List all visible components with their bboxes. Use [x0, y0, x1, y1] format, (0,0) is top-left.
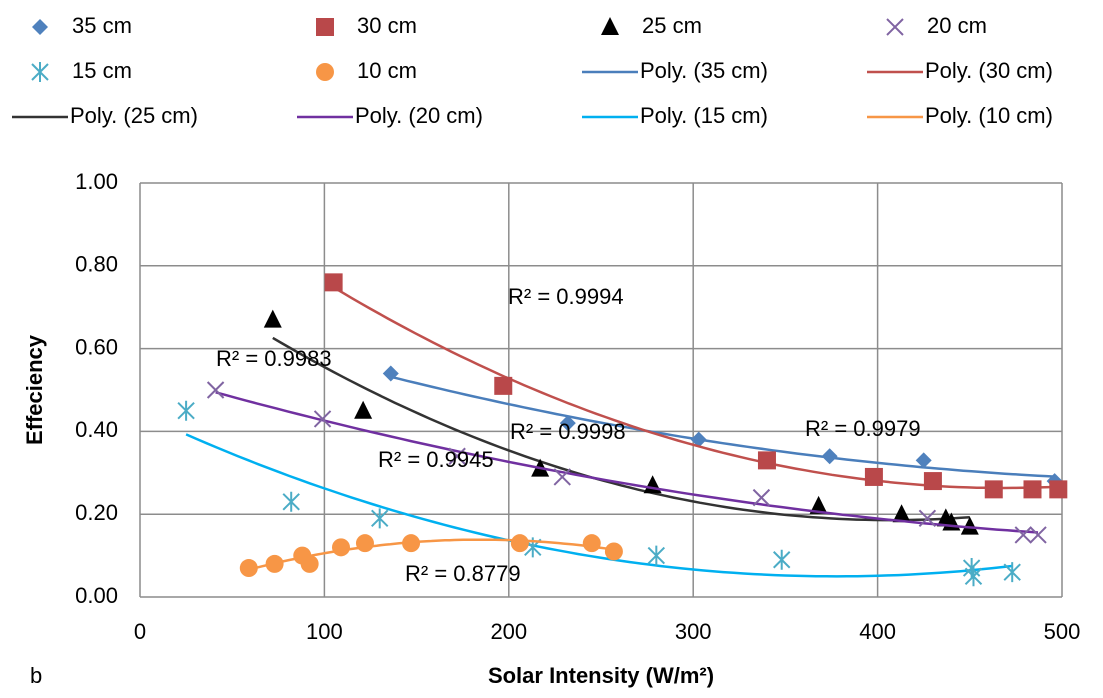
point	[324, 273, 343, 292]
point	[604, 542, 623, 561]
point	[313, 410, 332, 428]
point	[892, 504, 911, 523]
panel-label: b	[30, 663, 42, 688]
x-tick-label: 400	[859, 619, 896, 644]
legend-entry: 25 cm	[601, 13, 702, 38]
point	[886, 18, 904, 36]
point	[1003, 562, 1021, 583]
point	[923, 472, 942, 491]
legend-label: 25 cm	[642, 13, 702, 38]
point	[177, 400, 195, 421]
legend-entry: Poly. (10 cm)	[867, 103, 1053, 128]
x-tick-label: 500	[1044, 619, 1081, 644]
point	[915, 452, 932, 469]
legend-entry: 10 cm	[316, 58, 417, 83]
point	[510, 534, 529, 553]
point	[316, 18, 334, 36]
point	[582, 534, 601, 553]
legend-label: 35 cm	[72, 13, 132, 38]
legend-label: 15 cm	[72, 58, 132, 83]
legend-entry: 15 cm	[31, 58, 132, 83]
r2-annotation: R² = 0.9998	[510, 419, 626, 444]
point	[371, 508, 389, 529]
point	[809, 495, 828, 514]
y-tick-label: 1.00	[75, 169, 118, 194]
legend-label: 10 cm	[357, 58, 417, 83]
point	[864, 467, 883, 486]
x-tick-label: 300	[675, 619, 712, 644]
r2-annotation: R² = 0.9945	[378, 447, 494, 472]
point	[265, 554, 284, 573]
point	[601, 17, 619, 35]
legend-label: Poly. (35 cm)	[640, 58, 768, 83]
legend-label: Poly. (25 cm)	[70, 103, 198, 128]
point	[647, 545, 666, 566]
trendline	[185, 433, 1013, 578]
point	[821, 448, 838, 465]
y-axis-label: Effeciency	[22, 334, 47, 445]
x-tick-label: 0	[134, 619, 146, 644]
point	[1014, 526, 1032, 544]
point	[757, 451, 776, 470]
legend-entry: Poly. (25 cm)	[12, 103, 198, 128]
point	[559, 415, 576, 432]
point	[32, 19, 48, 35]
x-axis-label: Solar Intensity (W/m²)	[488, 663, 714, 688]
point	[354, 400, 373, 419]
point	[355, 534, 374, 553]
x-tick-label: 200	[490, 619, 527, 644]
point	[300, 554, 319, 573]
legend-entry: 30 cm	[316, 13, 417, 38]
point	[1029, 526, 1047, 544]
y-tick-label: 0.40	[75, 417, 118, 442]
y-tick-label: 0.80	[75, 252, 118, 277]
legend-label: 20 cm	[927, 13, 987, 38]
legend-label: 30 cm	[357, 13, 417, 38]
point	[643, 475, 662, 494]
legend-label: Poly. (20 cm)	[355, 103, 483, 128]
legend-entry: 20 cm	[886, 13, 987, 38]
point	[1049, 480, 1068, 499]
r2-annotation: R² = 0.9983	[216, 346, 332, 371]
legend-label: Poly. (30 cm)	[925, 58, 1053, 83]
point	[402, 534, 421, 553]
legend-entry: Poly. (20 cm)	[297, 103, 483, 128]
y-tick-label: 0.00	[75, 583, 118, 608]
point	[282, 491, 300, 512]
trendline	[215, 391, 1039, 534]
legend-entry: Poly. (30 cm)	[867, 58, 1053, 83]
y-tick-label: 0.20	[75, 500, 118, 525]
point	[960, 516, 979, 535]
point	[448, 447, 466, 465]
trendline	[272, 336, 970, 522]
point	[494, 376, 513, 395]
legend-label: Poly. (10 cm)	[925, 103, 1053, 128]
x-tick-label: 100	[306, 619, 343, 644]
legend-entry: 35 cm	[32, 13, 132, 38]
point	[206, 381, 225, 399]
trendline	[390, 375, 1055, 478]
point	[331, 538, 350, 557]
point	[964, 566, 983, 587]
r2-annotation: R² = 0.9994	[508, 284, 624, 309]
legend-entry: Poly. (35 cm)	[582, 58, 768, 83]
legend-label: Poly. (15 cm)	[640, 103, 768, 128]
legend-entry: Poly. (15 cm)	[582, 103, 768, 128]
point	[553, 468, 571, 486]
point	[918, 509, 937, 528]
point	[239, 559, 258, 578]
r2-annotation: R² = 0.8779	[405, 561, 521, 586]
point	[752, 488, 771, 507]
point	[690, 431, 707, 448]
point	[773, 549, 791, 570]
point	[1023, 480, 1042, 499]
point	[31, 62, 49, 82]
point	[263, 309, 282, 328]
r2-annotation: R² = 0.9979	[805, 416, 921, 441]
point	[316, 63, 334, 81]
point	[382, 365, 399, 382]
point	[984, 480, 1003, 499]
y-tick-label: 0.60	[75, 334, 118, 359]
